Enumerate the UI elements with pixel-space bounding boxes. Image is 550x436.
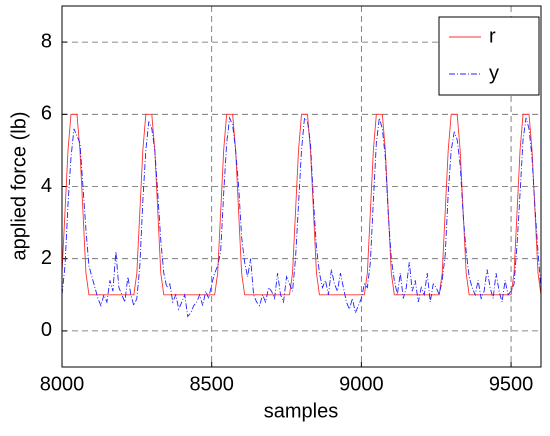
- y-tick-label: 6: [41, 103, 52, 125]
- x-tick-label: 9000: [339, 373, 384, 395]
- legend-label: r: [489, 25, 496, 47]
- y-axis-label: applied force (lb): [8, 112, 30, 261]
- y-tick-label: 0: [41, 319, 52, 341]
- x-tick-label: 8500: [189, 373, 234, 395]
- legend-label: y: [489, 62, 499, 84]
- x-tick-label: 9500: [489, 373, 534, 395]
- x-tick-label: 8000: [40, 373, 85, 395]
- y-tick-label: 4: [41, 175, 52, 197]
- series-line: [61, 116, 542, 318]
- axes-box: [61, 5, 542, 368]
- y-tick-label: 8: [41, 30, 52, 52]
- legend-box: [438, 16, 540, 96]
- series-line: [61, 113, 542, 296]
- y-tick-label: 2: [41, 247, 52, 269]
- x-axis-label: samples: [264, 400, 338, 422]
